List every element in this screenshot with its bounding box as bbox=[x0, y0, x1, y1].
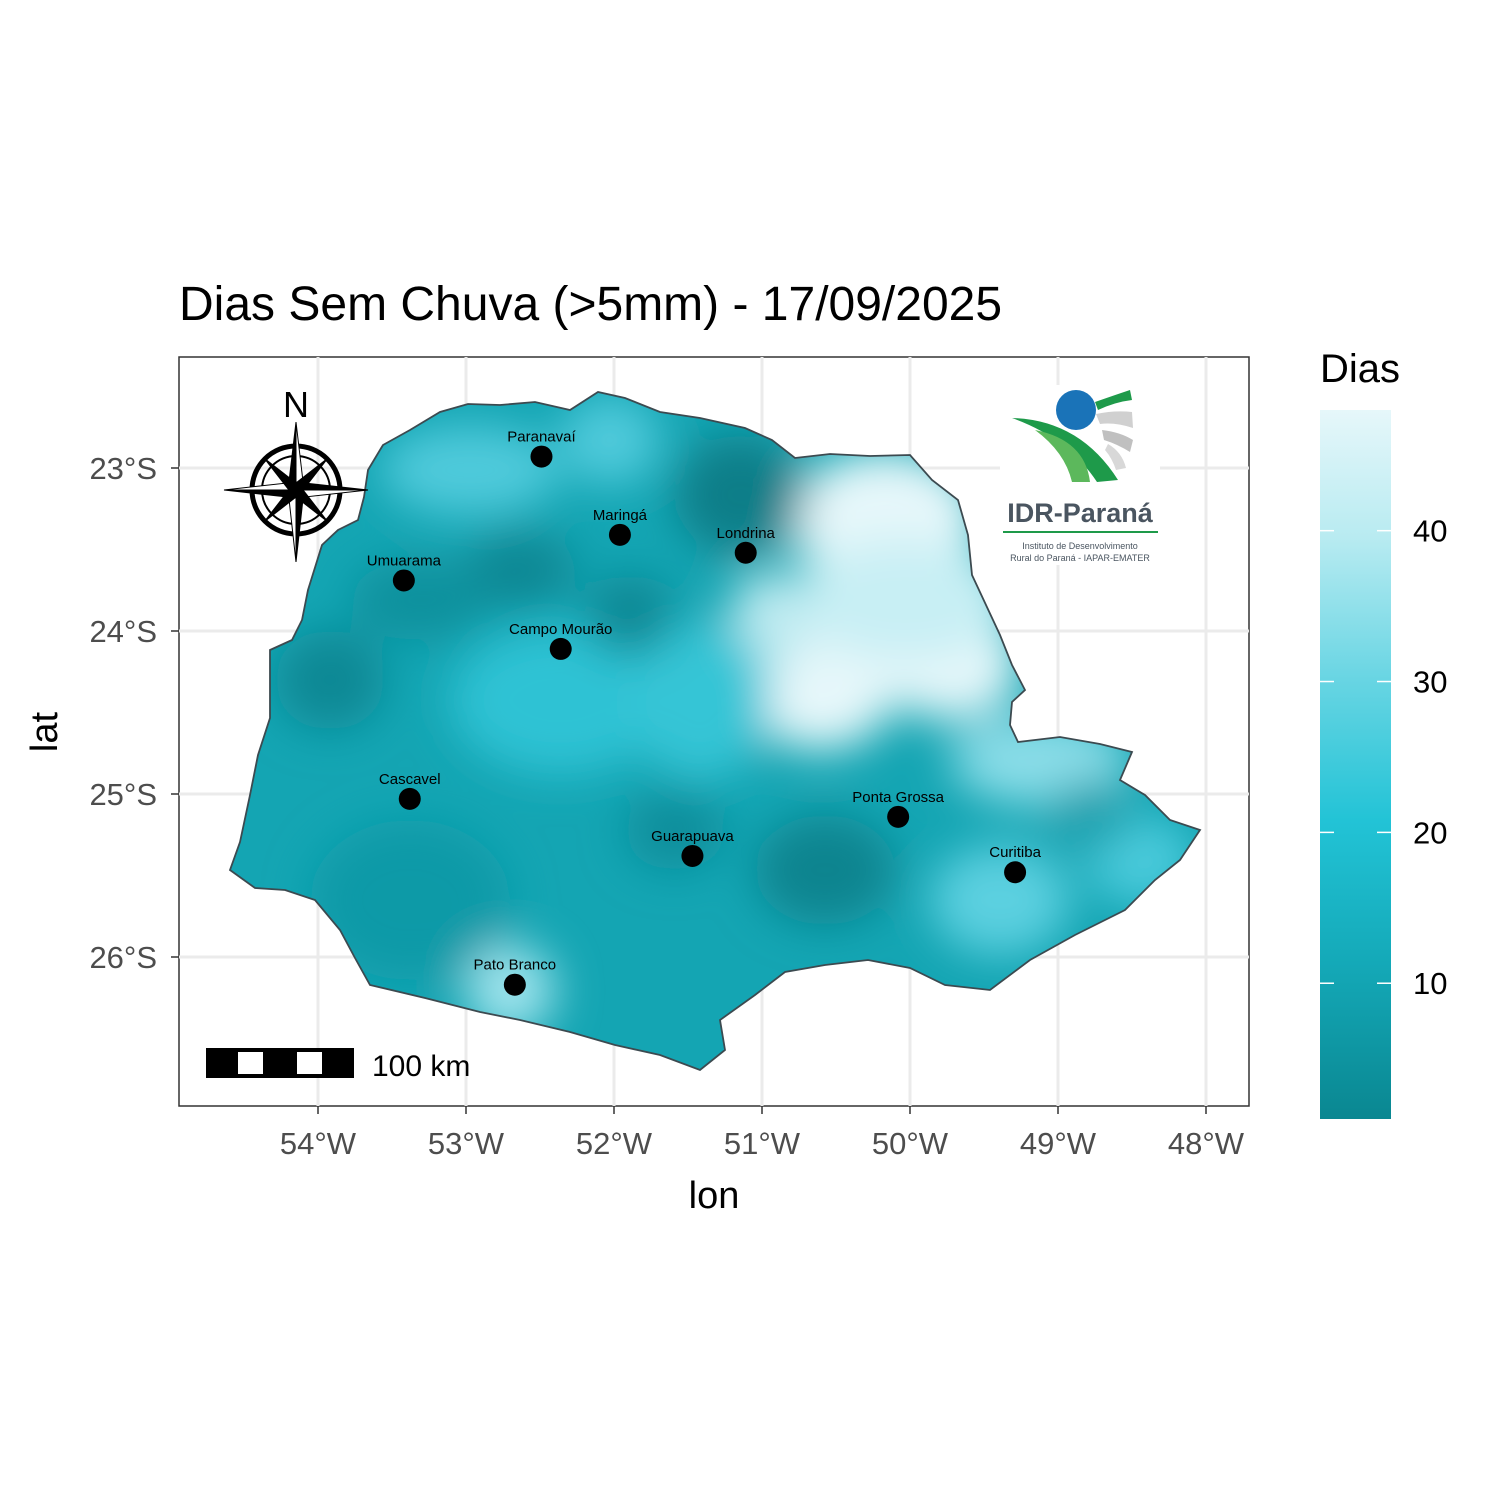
city-marker bbox=[681, 844, 704, 867]
city-label: Londrina bbox=[717, 525, 776, 542]
city-marker bbox=[503, 973, 526, 996]
legend-title: Dias bbox=[1320, 347, 1400, 391]
legend-tick-label: 40 bbox=[1413, 514, 1447, 549]
x-tick-label: 52°W bbox=[576, 1126, 653, 1161]
city-label: Campo Mourão bbox=[509, 621, 612, 638]
city-markers: Paranavaí Maringá Londrina Umuarama Campo Mo… bbox=[367, 429, 1042, 996]
state-boundary bbox=[228, 391, 1202, 1072]
x-tick-label: 48°W bbox=[1168, 1126, 1245, 1161]
city-label: Curitiba bbox=[989, 844, 1041, 861]
city-marker bbox=[887, 805, 910, 828]
city-marker bbox=[392, 569, 415, 592]
scale-label: 100 km bbox=[372, 1050, 470, 1083]
city-marker bbox=[398, 787, 421, 810]
city-label: Maringá bbox=[593, 507, 648, 524]
legend-colorbar bbox=[1320, 410, 1391, 1119]
legend-tick-label: 20 bbox=[1413, 815, 1447, 850]
city-label: Guarapuava bbox=[651, 828, 734, 845]
y-axis-title: lat bbox=[24, 711, 66, 752]
logo-subtitle-1: Instituto de Desenvolvimento bbox=[1022, 541, 1138, 551]
north-label: N bbox=[283, 384, 309, 425]
north-arrow: N bbox=[223, 384, 369, 563]
city-label: Umuarama bbox=[367, 552, 442, 569]
scale-bar: 100 km bbox=[206, 1048, 470, 1083]
logo-name: IDR-Paraná bbox=[1007, 498, 1154, 528]
city-marker bbox=[530, 445, 553, 468]
x-axis: 54°W 53°W 52°W 51°W 50°W 49°W 48°W bbox=[280, 1106, 1245, 1161]
legend-tick-label: 30 bbox=[1413, 665, 1447, 700]
idr-parana-logo: IDR-Paraná Instituto de Desenvolvimento … bbox=[1000, 385, 1160, 565]
city-label: Cascavel bbox=[379, 771, 441, 788]
y-tick-label: 24°S bbox=[89, 614, 157, 649]
compass-rose-icon bbox=[223, 421, 369, 563]
x-tick-label: 53°W bbox=[428, 1126, 505, 1161]
city-label: Paranavaí bbox=[507, 429, 576, 446]
y-tick-label: 26°S bbox=[89, 940, 157, 975]
x-tick-label: 54°W bbox=[280, 1126, 357, 1161]
logo-subtitle-2: Rural do Paraná - IAPAR-EMATER bbox=[1010, 553, 1150, 563]
y-axis: 23°S 24°S 25°S 26°S bbox=[89, 451, 179, 975]
city-marker bbox=[608, 523, 631, 546]
legend: Dias 10 20 30 40 bbox=[1320, 347, 1447, 1119]
city-marker bbox=[734, 541, 757, 564]
city-marker bbox=[549, 637, 572, 660]
chart-title: Dias Sem Chuva (>5mm) - 17/09/2025 bbox=[179, 278, 1002, 331]
x-tick-label: 49°W bbox=[1020, 1126, 1097, 1161]
x-axis-title: lon bbox=[689, 1175, 740, 1217]
x-tick-label: 51°W bbox=[724, 1126, 801, 1161]
logo-sun-icon bbox=[1056, 390, 1096, 430]
x-tick-label: 50°W bbox=[872, 1126, 949, 1161]
city-label: Pato Branco bbox=[474, 957, 557, 974]
legend-tick-label: 10 bbox=[1413, 966, 1447, 1001]
city-label: Ponta Grossa bbox=[852, 789, 944, 806]
y-tick-label: 23°S bbox=[89, 451, 157, 486]
legend-ticks: 10 20 30 40 bbox=[1320, 514, 1447, 1001]
y-tick-label: 25°S bbox=[89, 777, 157, 812]
city-marker bbox=[1004, 861, 1027, 884]
